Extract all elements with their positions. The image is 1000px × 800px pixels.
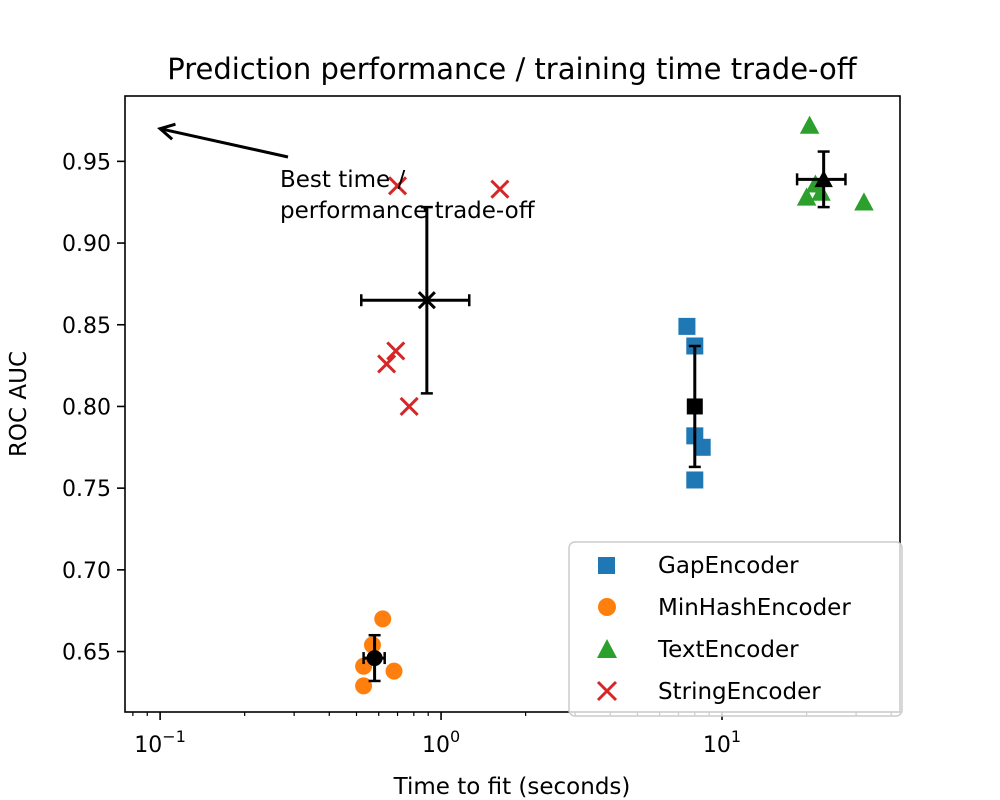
legend-marker-textencoder: [597, 639, 617, 658]
series-means: [360, 150, 847, 683]
annotation-arrow: [159, 127, 289, 159]
x-axis-label: Time to fit (seconds): [393, 774, 631, 800]
annotation: Best time / performance trade-off: [157, 122, 536, 224]
point-stringencoder: [490, 179, 510, 199]
y-tick-label: 0.75: [62, 477, 111, 502]
point-gapencoder: [678, 317, 696, 335]
annotation-arrow-head: [157, 122, 176, 141]
point-stringencoder: [387, 176, 408, 196]
mean-marker-stringencoder: [417, 291, 436, 310]
legend-label-minhashencoder: MinHashEncoder: [658, 595, 851, 621]
point-minhashencoder: [374, 610, 392, 628]
point-stringencoder: [399, 396, 419, 417]
point-stringencoder: [377, 354, 397, 374]
point-textencoder: [799, 115, 820, 134]
legend-box: [568, 541, 903, 717]
legend: GapEncoder MinHashEncoder TextEncoder St…: [568, 541, 903, 717]
point-minhashencoder: [355, 677, 373, 695]
x-tick-label: 101: [703, 727, 741, 758]
legend-marker-stringencoder: [596, 680, 618, 702]
legend-marker-minhashencoder: [598, 598, 616, 616]
y-tick-label: 0.90: [62, 232, 111, 257]
x-tick-label: 10−1: [134, 727, 186, 758]
x-tick-label: 100: [422, 727, 460, 758]
point-minhashencoder: [385, 662, 403, 680]
plot-frame: [124, 95, 901, 713]
mean-marker-textencoder: [814, 170, 833, 188]
legend-label-stringencoder: StringEncoder: [658, 679, 821, 705]
point-stringencoder: [386, 341, 406, 361]
point-gapencoder: [686, 471, 704, 489]
point-minhashencoder: [363, 636, 381, 654]
y-tick-label: 0.95: [62, 150, 111, 175]
y-tick-label: 0.85: [62, 314, 111, 339]
mean-marker-minhashencoder: [366, 650, 383, 667]
y-axis-label: ROC AUC: [6, 351, 32, 457]
legend-label-textencoder: TextEncoder: [657, 637, 799, 663]
point-textencoder: [796, 187, 817, 206]
y-tick-label: 0.70: [62, 559, 111, 584]
y-tick-label: 0.80: [62, 395, 111, 420]
legend-label-gapencoder: GapEncoder: [658, 553, 799, 579]
annotation-line-2: performance trade-off: [280, 198, 536, 224]
point-textencoder: [854, 192, 874, 211]
point-gapencoder: [693, 438, 711, 456]
y-axis: 0.65 0.70 0.75 0.80 0.85 0.90 0.95: [62, 150, 125, 666]
annotation-line-1: Best time /: [280, 167, 406, 193]
mean-marker-gapencoder: [686, 398, 703, 415]
chart-title: Prediction performance / training time t…: [167, 52, 858, 86]
y-tick-label: 0.65: [62, 641, 111, 666]
legend-marker-gapencoder: [598, 557, 615, 574]
point-textencoder: [811, 182, 831, 201]
